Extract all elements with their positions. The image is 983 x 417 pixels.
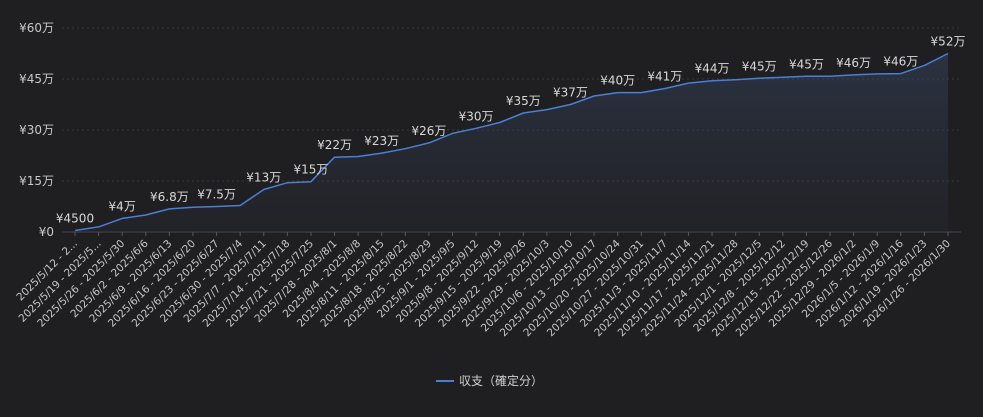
data-label: ¥40万 bbox=[600, 74, 635, 88]
data-label: ¥37万 bbox=[553, 86, 588, 100]
data-label: ¥41万 bbox=[647, 70, 682, 84]
data-labels: ¥4500 ¥4万 ¥6.8万 ¥7.5万 ¥13万 ¥15万 ¥22万 ¥23万 ¥26万 ¥3… bbox=[56, 35, 966, 226]
data-label: ¥45万 bbox=[742, 59, 777, 73]
data-label: ¥22万 bbox=[317, 138, 352, 152]
data-label: ¥6.8万 bbox=[150, 190, 189, 204]
data-label: ¥45万 bbox=[789, 57, 824, 71]
data-label: ¥46万 bbox=[836, 56, 871, 70]
data-label: ¥13万 bbox=[246, 171, 281, 185]
y-tick-label: ¥15万 bbox=[19, 174, 54, 188]
data-label: ¥30万 bbox=[459, 109, 494, 123]
legend-label: 収支（確定分） bbox=[459, 373, 543, 388]
legend[interactable]: 収支（確定分） bbox=[436, 373, 543, 388]
data-label: ¥4万 bbox=[109, 199, 136, 213]
y-tick-label: ¥45万 bbox=[19, 72, 54, 86]
y-tick-label: ¥30万 bbox=[19, 123, 54, 137]
y-tick-label: ¥0 bbox=[39, 225, 54, 239]
data-label: ¥15万 bbox=[293, 163, 328, 177]
y-axis: ¥0 ¥15万 ¥30万 ¥45万 ¥60万 bbox=[19, 21, 54, 239]
data-label: ¥35万 bbox=[506, 94, 541, 108]
data-label: ¥44万 bbox=[695, 62, 730, 76]
data-label: ¥52万 bbox=[931, 35, 966, 49]
data-label: ¥26万 bbox=[411, 124, 446, 138]
data-label: ¥4500 bbox=[56, 211, 94, 225]
y-tick-label: ¥60万 bbox=[19, 21, 54, 35]
series-line bbox=[74, 52, 949, 232]
plot-area bbox=[74, 52, 949, 232]
series-area-fill bbox=[75, 53, 948, 232]
data-label: ¥23万 bbox=[364, 134, 399, 148]
data-label: ¥46万 bbox=[883, 55, 918, 69]
x-axis: 2025/5/12 - 2...2025/5/19 - 2025/5...202… bbox=[14, 232, 953, 339]
data-label: ¥7.5万 bbox=[197, 188, 236, 202]
